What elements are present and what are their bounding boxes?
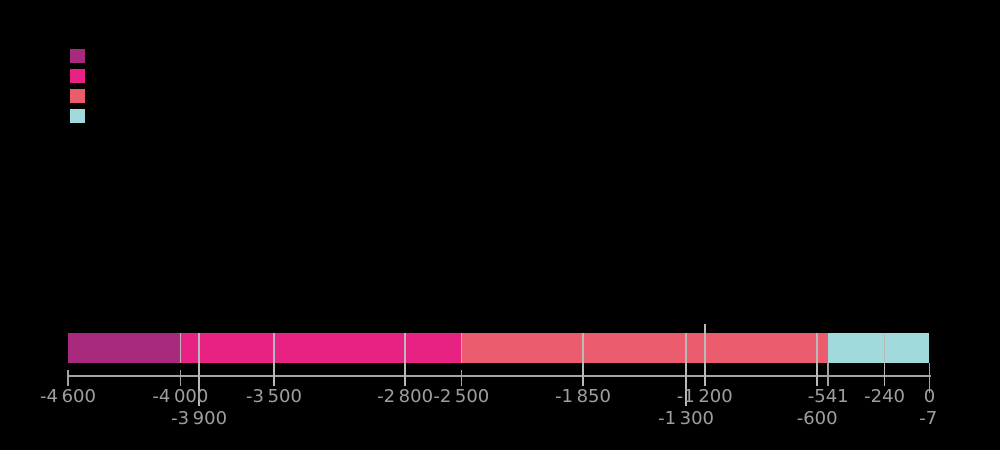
tick-line--240: [883, 333, 886, 386]
tick-label--2500: -2 500: [433, 386, 490, 407]
tick-line--1850: [582, 333, 584, 386]
tick-label-0: 0: [923, 386, 936, 407]
tick-label--4000: -4 000: [152, 386, 209, 407]
tick-label--600: -600: [796, 408, 838, 429]
legend-swatch-3: [70, 89, 85, 103]
segment-divider--2500: [460, 333, 463, 363]
legend-swatch-1: [70, 49, 85, 63]
tick-line--2800: [404, 333, 406, 386]
tick-label--3500: -3 500: [246, 386, 302, 407]
tick-label--3900: -3 900: [171, 408, 228, 429]
segment-divider--4000: [179, 333, 182, 363]
bar-segment-2: [180, 333, 462, 363]
tick-line--3500: [273, 333, 275, 386]
tick-label--240: -240: [864, 386, 905, 407]
tick-line--2500: [460, 370, 463, 386]
tick-label--1850: -1 850: [555, 386, 611, 407]
tick-line--1200: [704, 324, 706, 386]
tick-line--4600: [67, 370, 69, 386]
tick-label--1200: -1 200: [676, 386, 733, 407]
bar-segment-1: [68, 333, 181, 363]
tick-label--4600: -4 600: [40, 386, 96, 407]
x-axis-line: [68, 375, 931, 377]
tick-label--1300: -1 300: [658, 408, 714, 429]
bar-segment-3: [461, 333, 829, 363]
tick-label--2800: -2 800: [377, 386, 434, 407]
tick-line--1300: [685, 333, 687, 406]
tick-label--541: -541: [807, 386, 849, 407]
bar-segment-4: [828, 333, 930, 363]
tick-line-0: [928, 363, 931, 393]
tick-line--600: [816, 333, 818, 386]
tick-line--541: [827, 363, 829, 386]
tick-line--4000: [179, 370, 182, 386]
tick-label--7: -7: [919, 408, 938, 429]
tick-line--3900: [198, 333, 200, 406]
timeline-bar: [68, 333, 930, 363]
legend-swatch-4: [70, 109, 85, 123]
legend-swatch-2: [70, 69, 85, 83]
